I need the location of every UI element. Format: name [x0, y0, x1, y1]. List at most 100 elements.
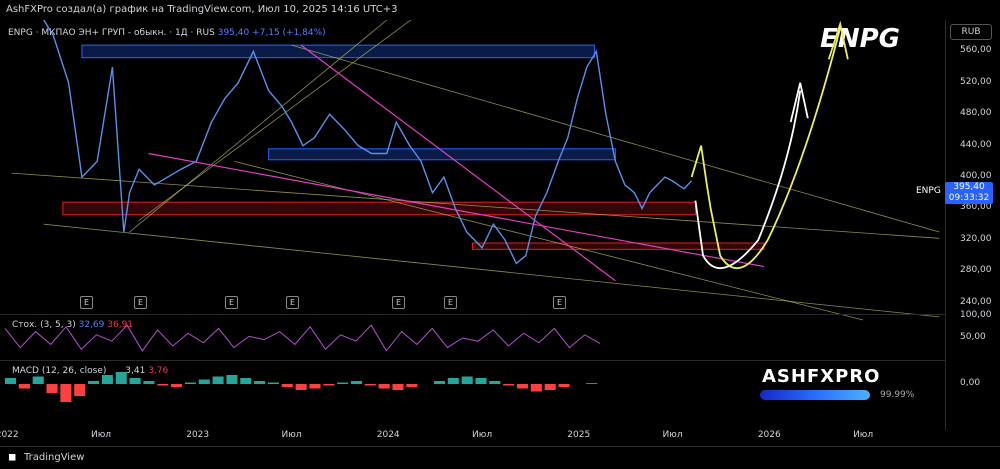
x-tick-label: 2024 [376, 430, 400, 440]
trend-line [234, 160, 864, 321]
resistance-zone [81, 44, 595, 59]
macd-bar [378, 384, 390, 389]
footer-logo-text[interactable]: TradingView [24, 452, 85, 463]
attribution-text: AshFXPro создал(а) график на TradingView… [6, 4, 398, 15]
y-tick-label: 440,00 [960, 139, 992, 150]
x-tick-label: Июл [90, 430, 112, 440]
macd-bar [489, 381, 501, 384]
x-tick-label: 2026 [757, 430, 781, 440]
y-tick-label: 240,00 [960, 296, 992, 307]
x-tick-label: Июл [281, 430, 302, 440]
macd-axis-zero: 0,00 [960, 378, 981, 388]
macd-bar [32, 376, 44, 384]
macd-pane[interactable] [0, 360, 945, 429]
legend-price: 395,40 [217, 28, 250, 38]
macd-bar [586, 383, 598, 384]
earnings-marker[interactable]: E [80, 296, 93, 309]
last-price-countdown: 09:33:32 [948, 193, 990, 203]
big-title: ENPG [820, 24, 900, 54]
price-chart[interactable] [0, 20, 945, 430]
macd-bar [364, 384, 376, 386]
indicator-drawing [4, 324, 601, 402]
y-tick-label: 480,00 [960, 108, 992, 119]
resistance-zone [268, 148, 616, 161]
macd-bar [544, 384, 556, 390]
descending-trend-line [148, 152, 765, 268]
macd-value-2: 3,76 [148, 366, 169, 376]
tradingview-logo-icon[interactable]: ◼︎ [8, 452, 17, 463]
macd-legend: MACD (12, 26, close) 3,41 3,76 [12, 366, 168, 376]
uptrend-line [138, 20, 412, 221]
macd-bar [101, 375, 113, 384]
earnings-marker[interactable]: E [134, 296, 147, 309]
brand-percent: 99.99% [880, 390, 915, 400]
macd-bar [337, 382, 349, 384]
last-price-ticker: ENPG [916, 186, 941, 196]
stoch-d: 36,91 [107, 320, 134, 330]
x-tick-label: Июл [472, 430, 493, 440]
earnings-marker[interactable]: E [225, 296, 238, 309]
currency-badge[interactable]: RUB [950, 24, 992, 40]
macd-bar [267, 382, 279, 384]
macd-bar [309, 384, 321, 389]
legend-symbol: ENPG · МКПАО ЭН+ ГРУП - обыкн. · 1Д · RU… [8, 28, 215, 38]
macd-bar [295, 384, 307, 390]
macd-bar [392, 384, 404, 390]
macd-bar [406, 384, 418, 387]
macd-bar [60, 384, 72, 402]
white-projection-path [694, 90, 802, 270]
earnings-marker[interactable]: E [444, 296, 457, 309]
macd-bar [115, 372, 127, 384]
macd-bar [254, 381, 266, 384]
macd-bar [46, 384, 58, 393]
stoch-k: 32,69 [78, 320, 105, 330]
macd-bar [184, 382, 196, 384]
stoch-line [4, 324, 601, 352]
macd-bar [18, 384, 30, 389]
yellow-arrow-head [827, 20, 849, 60]
yellow-projection-path [690, 27, 842, 269]
brand-name: ASHFXPRO [762, 366, 881, 387]
last-price-value: 395,40 [953, 182, 985, 192]
y-tick-label: 280,00 [960, 265, 992, 276]
attribution-bar: AshFXPro создал(а) график на TradingView… [0, 0, 1000, 20]
macd-bar [88, 381, 100, 384]
macd-bar [475, 378, 487, 384]
legend-change: +7,15 (+1,84%) [252, 28, 326, 38]
macd-bar [530, 384, 542, 392]
macd-label: MACD (12, 26, close) [12, 366, 107, 376]
y-tick-label: 400,00 [960, 171, 992, 182]
macd-bar [433, 381, 446, 384]
price-axis[interactable] [945, 20, 1000, 430]
x-tick-label: Июл [853, 430, 874, 440]
macd-bar [74, 384, 86, 396]
macd-bar [281, 384, 293, 387]
x-tick-label: 2022 [0, 430, 19, 440]
trend-line [43, 223, 940, 318]
earnings-marker[interactable]: E [392, 296, 405, 309]
white-arrow-head [789, 82, 809, 123]
upper-channel-line [291, 44, 940, 233]
macd-bar [212, 376, 224, 384]
macd-bar [461, 376, 473, 384]
macd-bar [171, 384, 183, 387]
stoch-pane[interactable] [0, 314, 945, 359]
macd-bar [240, 378, 252, 384]
support-zone [472, 242, 765, 250]
macd-bar [447, 378, 459, 384]
stoch-axis-100: 100,00 [960, 310, 992, 320]
macd-bar [143, 381, 155, 384]
earnings-marker[interactable]: E [553, 296, 566, 309]
macd-bar [157, 384, 169, 386]
earnings-marker[interactable]: E [286, 296, 299, 309]
macd-bar [226, 375, 238, 384]
macd-bar [503, 384, 515, 386]
macd-bar [129, 378, 141, 384]
x-tick-label: 2023 [186, 430, 210, 440]
macd-bar [323, 384, 335, 386]
macd-bar [558, 384, 570, 387]
macd-bar [350, 381, 362, 384]
stoch-label: Стох. (3, 5, 3) [12, 320, 76, 330]
macd-bar [516, 384, 529, 389]
descending-trend-line [300, 44, 616, 282]
